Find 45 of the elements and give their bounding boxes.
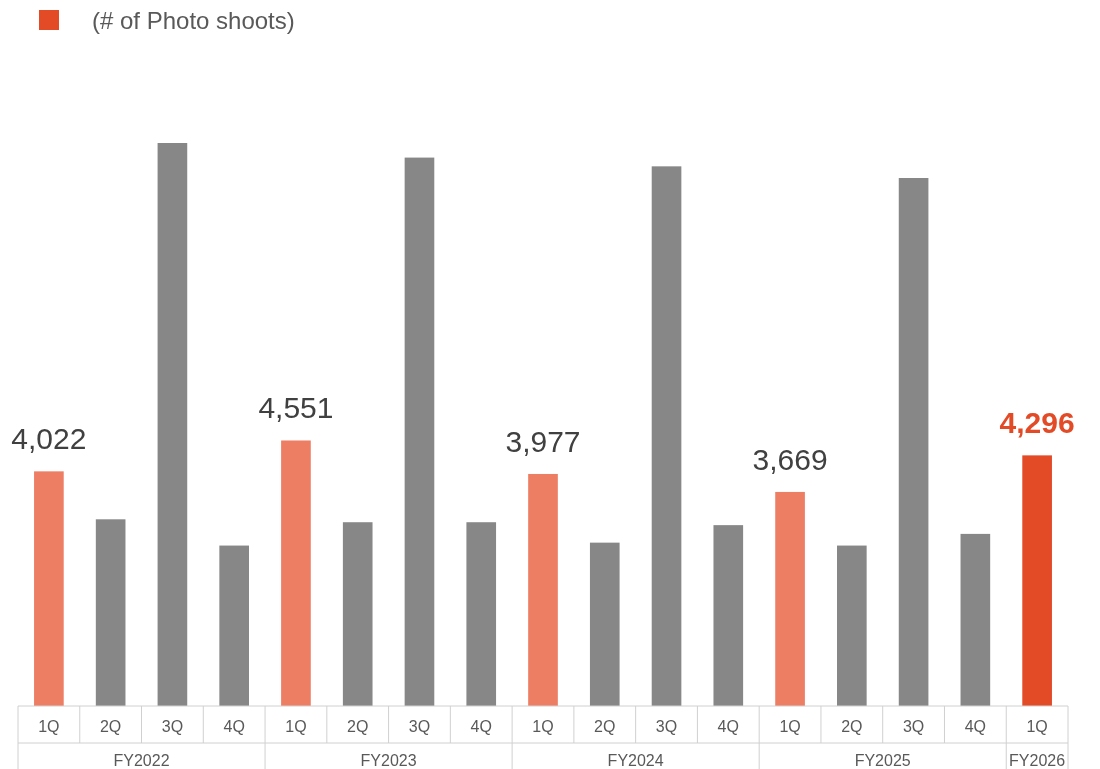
x-tick-label: 1Q xyxy=(532,718,554,735)
x-tick-label: 1Q xyxy=(779,718,801,735)
bar xyxy=(589,542,620,706)
data-label: 3,669 xyxy=(752,442,828,476)
x-tick-label: 3Q xyxy=(902,718,925,735)
x-tick-label: 1Q xyxy=(1026,718,1048,735)
legend-label: (# of Photo shoots) xyxy=(92,7,295,34)
data-label: 4,296 xyxy=(999,406,1075,440)
x-tick-label: 3Q xyxy=(655,718,678,735)
bar xyxy=(157,143,188,706)
bar xyxy=(898,178,929,706)
data-label: 4,551 xyxy=(258,391,334,425)
bar xyxy=(466,522,497,706)
bar xyxy=(219,545,249,706)
bar xyxy=(528,473,558,706)
bar xyxy=(1022,455,1052,706)
text: FY2024 xyxy=(607,752,664,769)
bar xyxy=(281,440,311,706)
x-tick-label: 2Q xyxy=(594,718,616,735)
bar xyxy=(960,533,991,706)
x-tick-label: 2Q xyxy=(347,718,369,735)
x-tick-label: 4Q xyxy=(470,718,492,735)
x-tick-label: 2Q xyxy=(99,718,122,735)
x-tick-label: 1Q xyxy=(38,718,60,735)
text: FY2025 xyxy=(854,752,911,769)
data-label: 4,022 xyxy=(11,422,87,456)
x-tick-label: 3Q xyxy=(161,718,184,735)
data-label: 3,977 xyxy=(505,424,581,458)
x-tick-label: 2Q xyxy=(841,718,863,735)
bar xyxy=(713,525,744,706)
text: FY2022 xyxy=(113,752,170,769)
x-tick-label: 3Q xyxy=(408,718,431,735)
x-tick-label: 4Q xyxy=(223,718,245,735)
x-tick-label: 4Q xyxy=(717,718,739,735)
bar xyxy=(95,519,126,706)
bar xyxy=(837,545,867,706)
bar xyxy=(651,166,682,706)
bar xyxy=(775,491,805,706)
bar xyxy=(342,522,373,706)
text: FY2026 xyxy=(1009,752,1066,769)
x-tick-label: 4Q xyxy=(964,718,987,735)
bar xyxy=(34,471,64,706)
text: FY2023 xyxy=(360,752,417,769)
bar xyxy=(404,157,435,706)
x-tick-label: 1Q xyxy=(285,718,307,735)
